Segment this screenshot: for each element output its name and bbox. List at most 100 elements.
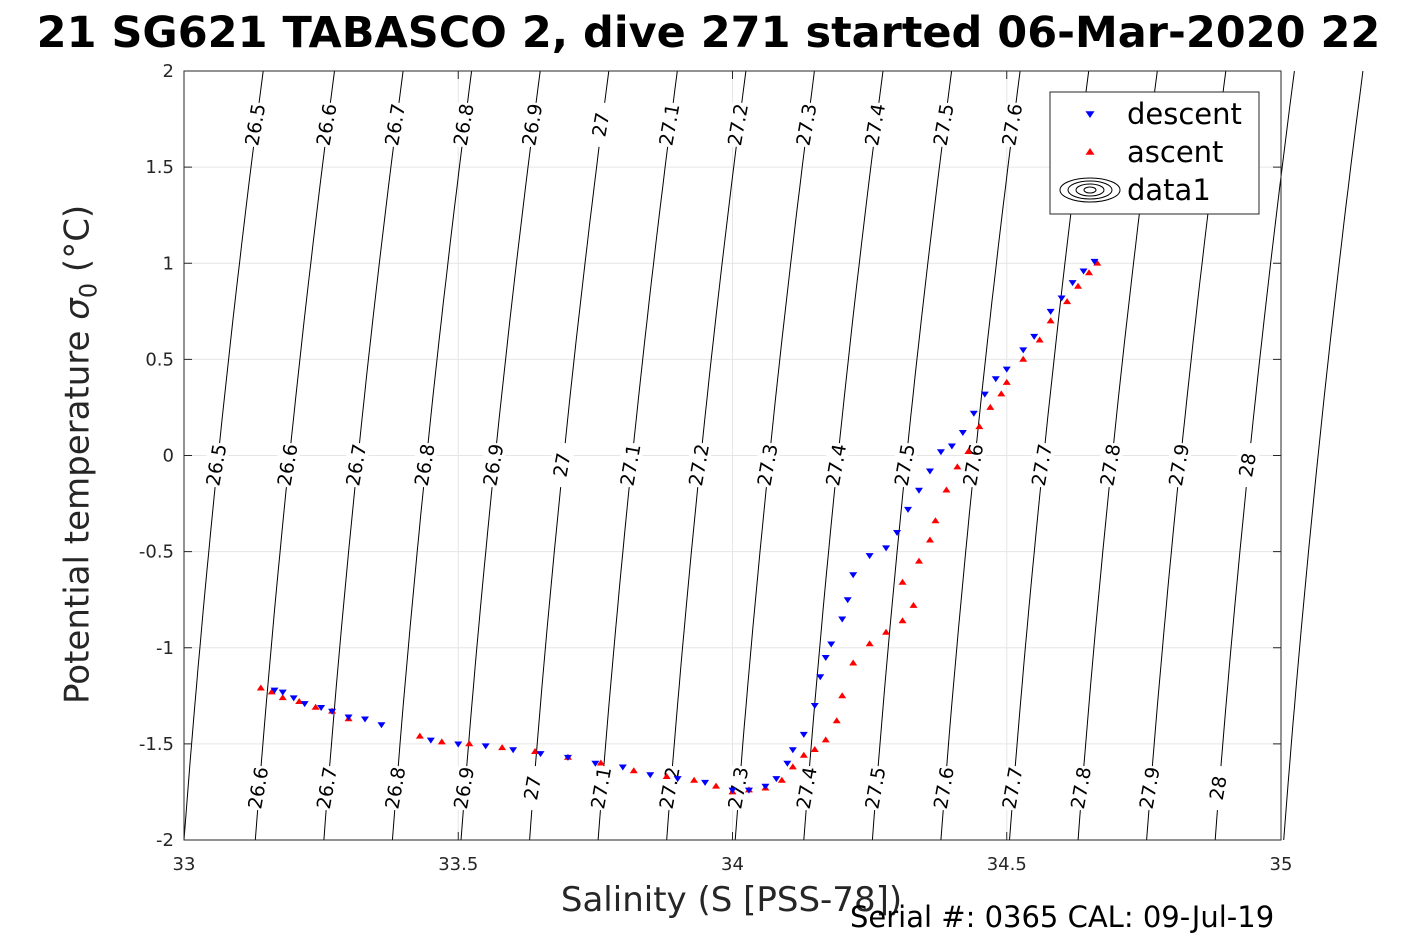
contour-label-bg	[1002, 102, 1025, 147]
contour-label-bg	[206, 443, 229, 488]
legend-label: descent	[1127, 97, 1242, 131]
legend: descent ascent data1	[1049, 91, 1260, 215]
contour-label-bg	[796, 102, 819, 147]
y-tick-label: -1	[156, 638, 174, 659]
descent-point	[1068, 280, 1077, 287]
ascent-point	[953, 463, 962, 470]
descent-point	[882, 545, 891, 552]
contour-label-bg	[590, 102, 613, 147]
contour-line	[1283, 70, 1364, 841]
ascent-point	[865, 640, 874, 647]
ascent-point	[810, 746, 819, 753]
descent-point	[536, 751, 545, 758]
x-tick-label: 34.5	[987, 854, 1027, 875]
descent-point	[827, 641, 836, 648]
ascent-point	[465, 740, 474, 747]
descent-point	[1090, 258, 1099, 265]
contour-label-bg	[963, 443, 986, 488]
descent-point	[936, 449, 945, 456]
descent-point	[893, 530, 902, 536]
ascent-point	[311, 703, 320, 710]
ascent-point	[986, 403, 995, 410]
contour-label-bg	[1237, 443, 1260, 488]
descent-point	[278, 689, 287, 696]
y-axis-label-subscript: 0	[74, 282, 103, 299]
contour-label-bg	[385, 102, 408, 147]
contour-label-bg	[689, 443, 712, 488]
ascent-point	[925, 536, 934, 543]
contour-label-bg	[865, 766, 888, 811]
y-axis-label-unit: (°C)	[57, 204, 98, 273]
contour-label-bg	[757, 443, 780, 488]
contour-label: 28	[1235, 451, 1261, 479]
descent-point	[799, 731, 808, 738]
descent-point	[810, 703, 819, 710]
descent-point	[361, 716, 370, 723]
y-tick-label: 0	[163, 446, 174, 467]
descent-point	[344, 714, 353, 721]
y-axis-label: Potential temperature σ0 (°C)	[58, 194, 103, 714]
descent-point	[1057, 295, 1066, 302]
descent-point	[925, 468, 934, 475]
y-tick-label: -0.5	[139, 542, 174, 563]
contour-label-bg	[1031, 443, 1054, 488]
descent-point	[821, 654, 830, 661]
ascent-point	[596, 759, 605, 766]
descent-point	[646, 772, 655, 779]
ascent-point	[1046, 317, 1055, 324]
ascent-point	[531, 747, 540, 754]
contour-label-bg	[385, 766, 408, 811]
descent-point	[1079, 268, 1088, 275]
legend-contour-icon	[1059, 177, 1121, 203]
contour-label-bg	[483, 443, 506, 488]
descent-point	[591, 760, 600, 767]
y-tick-label: 1	[163, 253, 174, 274]
contour-label-bg	[1100, 443, 1123, 488]
legend-contour-icon	[1083, 186, 1097, 194]
ascent-point	[914, 557, 923, 564]
contour-label-bg	[551, 443, 574, 488]
descent-point	[328, 708, 337, 715]
descent-point	[563, 754, 572, 761]
ascent-point	[849, 659, 858, 666]
descent-point	[849, 572, 858, 579]
x-tick-label: 33	[173, 854, 196, 875]
contour-label-bg	[1208, 766, 1231, 811]
contour-label-bg	[522, 766, 545, 811]
contour-label-bg	[865, 102, 888, 147]
contour-label-bg	[248, 766, 271, 811]
contour-label: 27	[520, 774, 546, 802]
ascent-point	[415, 732, 424, 739]
descent-point	[969, 410, 978, 417]
descent-point	[1019, 347, 1028, 354]
ascent-point	[295, 697, 304, 704]
legend-descent-marker	[1085, 111, 1095, 119]
contour-label-bg	[826, 443, 849, 488]
x-tick-label: 33.5	[438, 854, 478, 875]
ascent-point	[898, 578, 907, 585]
ascent-point	[1093, 259, 1102, 266]
descent-point	[426, 737, 435, 744]
ascent-point	[1019, 355, 1028, 362]
contour-label-bg	[728, 766, 751, 811]
ascent-point	[1002, 378, 1011, 385]
contour-label-bg	[522, 102, 545, 147]
ascent-point	[799, 751, 808, 758]
contour-label-bg	[1168, 443, 1191, 488]
descent-point	[991, 376, 1000, 383]
ascent-point	[1063, 298, 1072, 305]
contour-label-bg	[894, 443, 917, 488]
legend-contour-icon	[1075, 183, 1105, 197]
y-tick-label: -1.5	[139, 734, 174, 755]
chart-title: 21 SG621 TABASCO 2, dive 271 started 06-…	[36, 8, 1381, 58]
contour-label-bg	[245, 102, 268, 147]
contour-label-bg	[620, 443, 643, 488]
serial-calibration-note: Serial #: 0365 CAL: 09-Jul-19	[850, 900, 1275, 934]
ascent-point	[1035, 336, 1044, 343]
descent-point	[1030, 333, 1039, 340]
ascent-point	[964, 448, 973, 455]
axes: 33 33.5 34 34.5 35 -2 -1.5 -1 -0.5 0 0.5 1 1.5 2	[139, 61, 1293, 875]
x-tick-label: 34	[721, 854, 744, 875]
legend-label: ascent	[1127, 135, 1223, 169]
